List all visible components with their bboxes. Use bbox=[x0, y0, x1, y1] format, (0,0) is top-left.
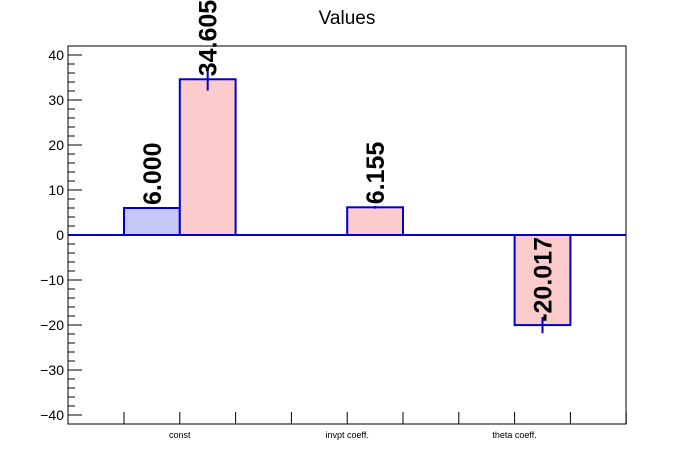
bar-value-label: -20.017 bbox=[530, 237, 558, 322]
x-category-label: theta coeff. bbox=[492, 430, 536, 440]
y-tick-label: 0 bbox=[56, 227, 64, 243]
y-tick-label: 10 bbox=[48, 182, 64, 198]
y-tick-label: −30 bbox=[40, 362, 64, 378]
y-tick-label: 40 bbox=[48, 47, 64, 63]
bar-series2 bbox=[346, 206, 405, 237]
chart-title: Values bbox=[319, 8, 376, 29]
bar-value-label: 6.155 bbox=[362, 142, 390, 205]
bar-series1 bbox=[123, 207, 181, 236]
x-category-label: invpt coeff. bbox=[326, 430, 369, 440]
bar-value-label: 6.000 bbox=[139, 142, 167, 205]
y-tick-label: 20 bbox=[48, 137, 64, 153]
bar-series2 bbox=[178, 78, 237, 236]
plot-frame bbox=[67, 45, 627, 425]
y-tick-label: −10 bbox=[40, 272, 64, 288]
plot-area: −40 −30 −20 −10 0 10 20 30 40 const invpt coeff. th… bbox=[40, 0, 627, 440]
bar-value-label: 34.605 bbox=[195, 0, 223, 76]
bar-series2 bbox=[513, 234, 572, 327]
x-category-label: const bbox=[169, 430, 191, 440]
y-tick-label: 30 bbox=[48, 92, 64, 108]
y-tick-label: −20 bbox=[40, 317, 64, 333]
y-tick-label: −40 bbox=[40, 407, 64, 423]
